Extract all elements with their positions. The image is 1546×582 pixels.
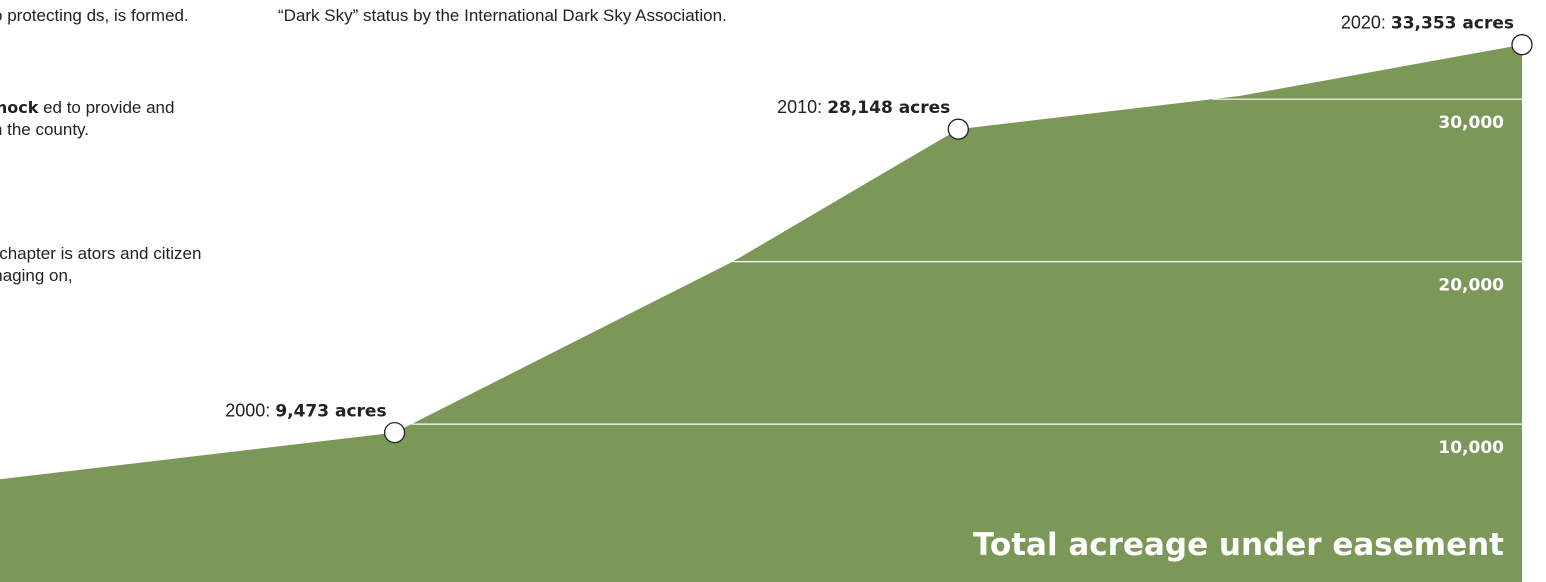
marker-2000 — [383, 421, 406, 444]
y-tick-labels: 10,000 20,000 30,000 — [1438, 113, 1504, 458]
milestone-notes-left: cated to protecting ds, is formed. pahan… — [0, 0, 205, 400]
data-label-2010: 2010: 28,148 acres — [777, 97, 950, 118]
chart-title: Total acreage under easement — [973, 527, 1504, 563]
gridlines — [411, 98, 1522, 425]
marker-2010 — [947, 118, 969, 140]
note-naturalists: alists chapter is ators and citizen nd m… — [0, 244, 202, 285]
note-dark-sky: “Dark Sky” status by the International D… — [278, 6, 727, 25]
y-tick-label-20000: 20,000 — [1438, 276, 1504, 296]
marker-2020 — [1511, 34, 1533, 56]
acreage-area — [0, 44, 1522, 582]
data-point-markers — [383, 34, 1533, 444]
data-labels: 2000: 9,473 acres 2010: 28,148 acres 2020:… — [225, 13, 1514, 422]
data-label-2020: 2020: 33,353 acres — [1341, 13, 1514, 34]
y-tick-label-30000: 30,000 — [1438, 113, 1504, 133]
data-label-2000: 2000: 9,473 acres — [225, 401, 386, 422]
note-land-trust: cated to protecting ds, is formed. — [0, 6, 189, 25]
y-tick-label-10000: 10,000 — [1438, 438, 1504, 458]
note-rappahannock: pahannock ed to provide and public in th… — [0, 98, 175, 139]
